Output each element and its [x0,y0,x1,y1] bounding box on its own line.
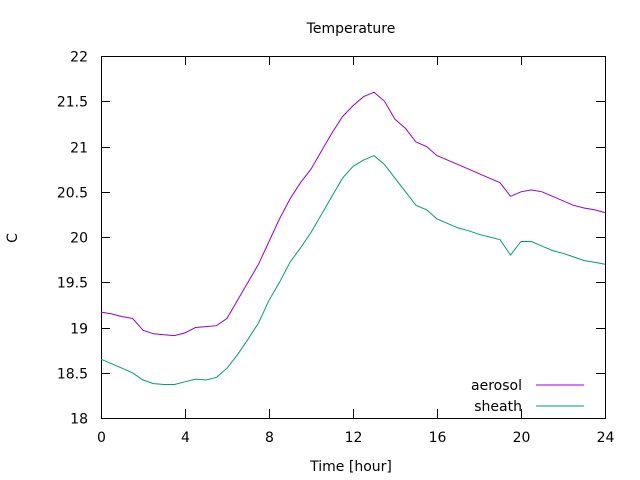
y-tick-label: 20 [70,231,88,247]
series-line-aerosol [100,91,606,337]
x-axis-label: Time [hour] [309,459,392,475]
x-tick-label: 24 [597,430,615,446]
x-tick-label: 8 [265,430,274,446]
x-tick-label: 4 [181,430,190,446]
y-tick-label: 22 [70,50,88,66]
x-tick-label: 0 [97,430,106,446]
y-tick-label: 19 [70,322,88,338]
plot-frame [101,56,606,419]
x-tick-label: 12 [345,430,363,446]
x-tick-label: 20 [513,430,531,446]
series-line-sheath [100,155,606,385]
axis-ticks: 0 4 8 12 16 20 24 18 18.5 19 19.5 20 20.5 21 21.5 22 [57,50,615,447]
legend-label-sheath: sheath [474,399,522,415]
y-tick-label: 18.5 [57,367,88,383]
series-layer [100,91,606,385]
x-tick-label: 16 [429,430,447,446]
chart-title: Temperature [306,21,396,37]
y-tick-label: 18 [70,412,88,428]
y-tick-label: 21 [70,141,88,157]
y-tick-label: 19.5 [57,276,88,292]
y-tick-label: 21.5 [57,95,88,111]
legend-label-aerosol: aerosol [471,378,522,394]
y-axis-label: C [5,233,21,243]
y-tick-label: 20.5 [57,186,88,202]
legend: aerosol sheath [471,378,584,415]
